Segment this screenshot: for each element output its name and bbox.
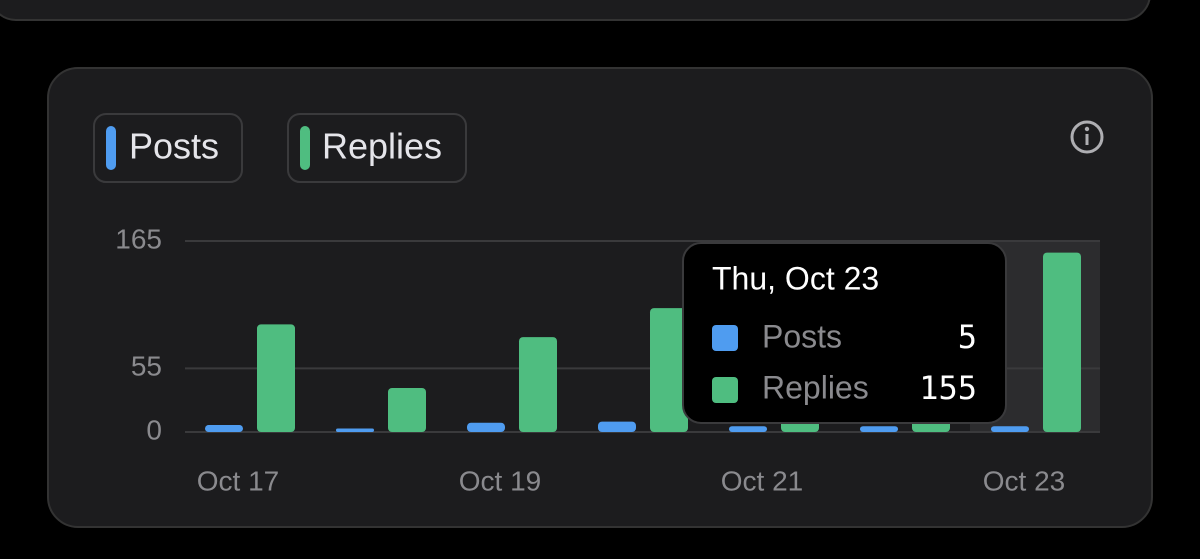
y-tick-label: 165 <box>115 223 162 254</box>
tooltip-value: 155 <box>919 369 977 407</box>
tooltip-box <box>682 242 1007 424</box>
legend-button[interactable] <box>287 113 467 183</box>
tooltip-swatch <box>712 325 738 351</box>
info-stem <box>1085 134 1089 145</box>
tooltip-swatch <box>712 377 738 403</box>
info-circle <box>1070 120 1104 154</box>
legend-replies[interactable]: Replies <box>287 113 467 183</box>
x-tick-label: Oct 21 <box>721 465 803 496</box>
info-dot <box>1084 126 1090 132</box>
bar <box>336 428 374 432</box>
x-tick-label: Oct 17 <box>197 465 279 496</box>
tooltip-series: Replies <box>762 369 869 405</box>
bar <box>388 388 426 432</box>
legend-button[interactable] <box>93 113 243 183</box>
x-tick-label: Oct 23 <box>983 465 1065 496</box>
y-tick-label: 55 <box>131 351 162 382</box>
bar <box>650 308 688 432</box>
bar <box>467 422 505 432</box>
y-tick-label: 0 <box>146 414 162 445</box>
bar <box>991 426 1029 432</box>
legend-label: Replies <box>322 126 442 167</box>
legend-posts[interactable]: Posts <box>93 113 243 183</box>
tooltip-title: Thu, Oct 23 <box>712 260 879 296</box>
bar <box>1043 252 1081 432</box>
tooltip-value: 5 <box>958 318 977 356</box>
bar <box>729 426 767 432</box>
legend-label: Posts <box>129 126 219 167</box>
bar <box>519 337 557 432</box>
bar <box>257 324 295 432</box>
previous-card <box>0 0 1151 21</box>
bar <box>205 425 243 432</box>
x-tick-label: Oct 19 <box>459 465 541 496</box>
tooltip-series: Posts <box>762 318 842 354</box>
bar <box>860 426 898 432</box>
tooltip: Thu, Oct 23 Posts 5 Replies 155 <box>682 242 1007 424</box>
legend-swatch <box>300 126 310 170</box>
legend-swatch <box>106 126 116 170</box>
info-icon[interactable] <box>1070 120 1104 154</box>
bar <box>598 421 636 432</box>
